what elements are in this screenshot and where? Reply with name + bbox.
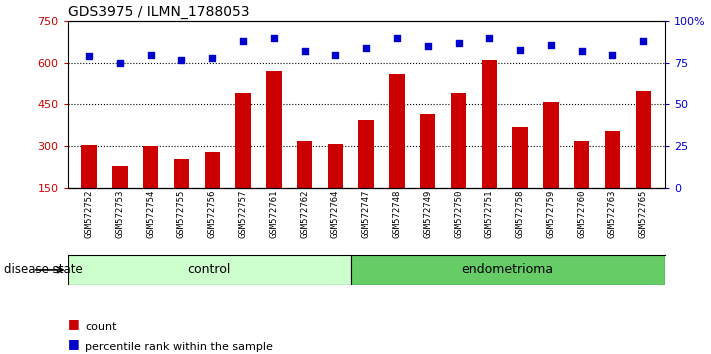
Text: GDS3975 / ILMN_1788053: GDS3975 / ILMN_1788053 [68, 5, 249, 19]
Text: endometrioma: endometrioma [461, 263, 554, 276]
Text: GSM572756: GSM572756 [208, 190, 217, 238]
Point [576, 48, 587, 54]
Text: GSM572762: GSM572762 [300, 190, 309, 238]
Bar [543, 102, 559, 188]
Point [453, 40, 464, 46]
Text: GSM572764: GSM572764 [331, 190, 340, 238]
Point [422, 44, 434, 49]
Bar [112, 166, 127, 188]
Point [360, 45, 372, 51]
Point [237, 38, 249, 44]
Point [330, 52, 341, 57]
Bar [481, 60, 497, 188]
Point [514, 47, 525, 52]
Point [176, 57, 187, 62]
Text: percentile rank within the sample: percentile rank within the sample [85, 342, 273, 352]
Point [483, 35, 495, 41]
Bar [420, 114, 435, 188]
Text: count: count [85, 322, 117, 332]
Point [268, 35, 279, 41]
Text: GSM572752: GSM572752 [85, 190, 94, 238]
Point [299, 48, 310, 54]
Text: ■: ■ [68, 318, 83, 330]
Text: GSM572758: GSM572758 [515, 190, 525, 238]
Point [207, 55, 218, 61]
Bar [574, 141, 589, 188]
Bar [513, 127, 528, 188]
Text: GSM572761: GSM572761 [269, 190, 278, 238]
Text: GSM572754: GSM572754 [146, 190, 155, 238]
Bar [389, 74, 405, 188]
Text: GSM572750: GSM572750 [454, 190, 463, 238]
Point [114, 60, 126, 66]
Text: GSM572753: GSM572753 [115, 190, 124, 238]
Bar [451, 93, 466, 188]
Text: GSM572757: GSM572757 [238, 190, 247, 238]
Text: GSM572749: GSM572749 [423, 190, 432, 238]
Bar [351, 255, 665, 285]
Bar [328, 144, 343, 188]
Bar [297, 141, 312, 188]
Text: GSM572748: GSM572748 [392, 190, 402, 238]
Text: GSM572747: GSM572747 [362, 190, 370, 238]
Bar [173, 159, 189, 188]
Point [391, 35, 402, 41]
Bar [636, 91, 651, 188]
Bar [143, 146, 159, 188]
Text: ■: ■ [68, 337, 83, 350]
Bar [358, 120, 374, 188]
Bar [235, 93, 251, 188]
Text: GSM572760: GSM572760 [577, 190, 586, 238]
Bar [68, 255, 351, 285]
Text: GSM572763: GSM572763 [608, 190, 617, 238]
Bar [266, 71, 282, 188]
Text: GSM572759: GSM572759 [546, 190, 555, 238]
Point [606, 52, 618, 57]
Point [83, 53, 95, 59]
Point [638, 38, 649, 44]
Text: GSM572755: GSM572755 [177, 190, 186, 238]
Text: disease state: disease state [4, 263, 82, 276]
Bar [81, 145, 97, 188]
Point [545, 42, 557, 47]
Text: control: control [188, 263, 231, 276]
Text: GSM572751: GSM572751 [485, 190, 494, 238]
Bar [605, 131, 620, 188]
Bar [205, 152, 220, 188]
Text: GSM572765: GSM572765 [638, 190, 648, 238]
Point [145, 52, 156, 57]
